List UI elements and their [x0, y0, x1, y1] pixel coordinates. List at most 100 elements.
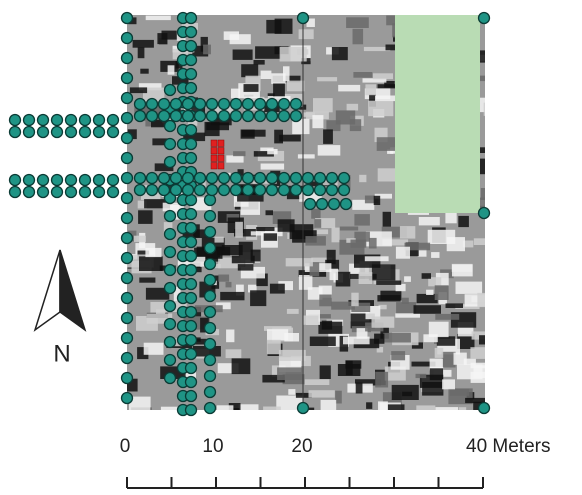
raster-cell	[241, 64, 259, 78]
survey-point	[184, 53, 198, 67]
survey-point	[163, 137, 177, 151]
raster-cell	[134, 235, 146, 242]
raster-cell	[256, 273, 268, 287]
survey-point	[313, 183, 327, 197]
raster-cell	[266, 339, 281, 355]
raster-cell	[274, 18, 293, 34]
raster-cell	[216, 405, 234, 410]
raster-cell	[298, 275, 313, 290]
survey-point	[64, 113, 78, 127]
raster-cell	[428, 277, 442, 287]
raster-cell	[376, 347, 384, 353]
survey-point	[217, 109, 231, 123]
raster-cell	[256, 227, 275, 231]
raster-cell	[183, 132, 206, 142]
survey-point	[120, 271, 134, 285]
raster-cell	[154, 163, 174, 172]
raster-cell	[151, 119, 167, 128]
raster-cell	[470, 347, 485, 359]
raster-cell	[395, 246, 410, 259]
survey-point	[120, 291, 134, 305]
raster-cell	[221, 245, 243, 256]
raster-cell	[175, 61, 183, 69]
red-cell	[217, 154, 225, 162]
red-cell	[210, 147, 218, 155]
survey-point	[120, 371, 134, 385]
raster-cell	[375, 95, 399, 102]
survey-point	[477, 206, 491, 220]
raster-cell	[235, 221, 243, 238]
raster-cell	[458, 407, 467, 410]
survey-point	[205, 183, 219, 197]
raster-cell	[483, 102, 485, 116]
raster-cell	[364, 195, 379, 204]
raster-cell	[375, 371, 389, 388]
survey-point	[120, 91, 134, 105]
raster-cell	[218, 257, 245, 269]
raster-cell	[152, 138, 169, 146]
raster-cell	[371, 316, 395, 328]
raster-cell	[303, 112, 315, 117]
raster-cell	[264, 326, 292, 331]
survey-point	[193, 171, 207, 185]
raster-cell	[431, 252, 440, 258]
raster-cell	[325, 259, 340, 270]
raster-cell	[309, 262, 320, 277]
survey-point	[184, 39, 198, 53]
raster-cell	[225, 349, 242, 359]
survey-point	[301, 183, 315, 197]
raster-cell	[416, 293, 438, 304]
survey-point	[184, 221, 198, 235]
raster-cell	[182, 229, 210, 238]
raster-cell	[391, 351, 406, 361]
survey-point	[50, 125, 64, 139]
survey-point	[205, 171, 219, 185]
raster-cell	[345, 360, 353, 376]
raster-cell	[309, 336, 336, 346]
survey-point	[184, 67, 198, 81]
survey-point	[205, 97, 219, 111]
raster-cell	[369, 94, 376, 107]
raster-cell	[359, 174, 367, 183]
survey-point	[253, 183, 267, 197]
raster-cell	[314, 219, 322, 228]
raster-cell	[395, 313, 420, 318]
raster-cell	[364, 256, 389, 262]
survey-point	[133, 109, 147, 123]
raster-cell	[426, 289, 434, 295]
raster-cell	[129, 396, 151, 410]
survey-point	[289, 171, 303, 185]
raster-cell	[366, 402, 373, 409]
survey-point	[265, 183, 279, 197]
raster-cell	[470, 371, 485, 383]
raster-cell	[331, 47, 348, 61]
raster-cell	[404, 242, 431, 251]
survey-point	[133, 97, 147, 111]
raster-cell	[317, 145, 341, 156]
survey-point	[22, 113, 36, 127]
raster-cell	[395, 283, 406, 292]
raster-cell	[165, 301, 187, 312]
scale-label: 20	[291, 436, 312, 457]
survey-point	[241, 97, 255, 111]
survey-point	[184, 193, 198, 207]
survey-point	[181, 183, 195, 197]
north-arrow: N	[33, 249, 87, 367]
raster-cell	[452, 264, 473, 277]
raster-cell	[269, 283, 285, 294]
survey-point	[184, 291, 198, 305]
survey-point	[163, 281, 177, 295]
raster-cell	[382, 211, 391, 227]
survey-point	[229, 109, 243, 123]
raster-cell	[465, 397, 485, 404]
raster-cell	[368, 100, 394, 117]
raster-cell	[404, 276, 411, 282]
survey-point	[163, 119, 177, 133]
raster-cell	[138, 83, 162, 91]
raster-cell	[428, 321, 449, 338]
raster-cell	[319, 294, 332, 307]
survey-point	[265, 97, 279, 111]
raster-cell	[449, 388, 470, 396]
survey-point	[64, 185, 78, 199]
